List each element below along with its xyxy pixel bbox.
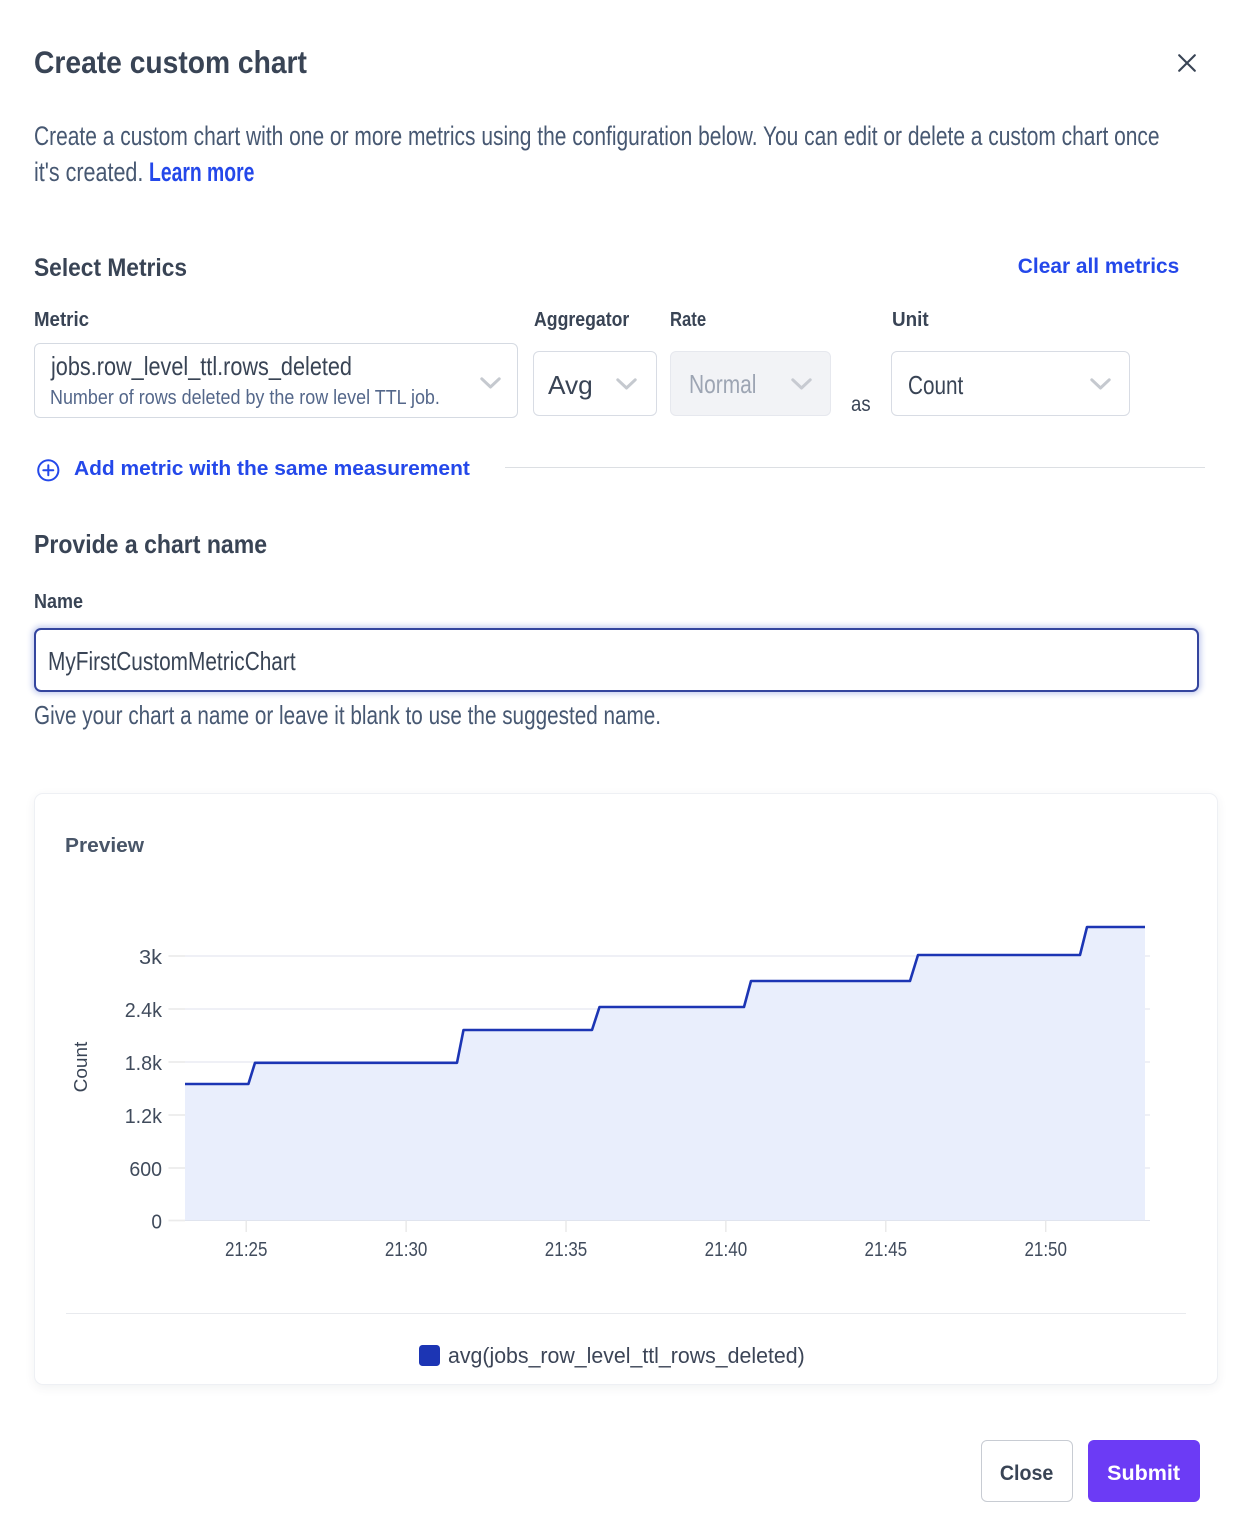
svg-text:21:35: 21:35	[545, 1239, 588, 1261]
svg-text:21:50: 21:50	[1024, 1239, 1067, 1261]
svg-text:600: 600	[129, 1159, 162, 1181]
svg-text:0: 0	[151, 1212, 162, 1234]
svg-text:21:45: 21:45	[865, 1239, 908, 1261]
svg-text:Count: Count	[70, 1042, 91, 1093]
svg-text:3k: 3k	[139, 947, 163, 969]
svg-text:1.8k: 1.8k	[125, 1053, 163, 1075]
svg-text:1.2k: 1.2k	[125, 1106, 163, 1128]
svg-text:21:30: 21:30	[385, 1239, 428, 1261]
svg-text:2.4k: 2.4k	[125, 1000, 163, 1022]
svg-text:21:40: 21:40	[705, 1239, 748, 1261]
svg-text:21:25: 21:25	[225, 1239, 268, 1261]
